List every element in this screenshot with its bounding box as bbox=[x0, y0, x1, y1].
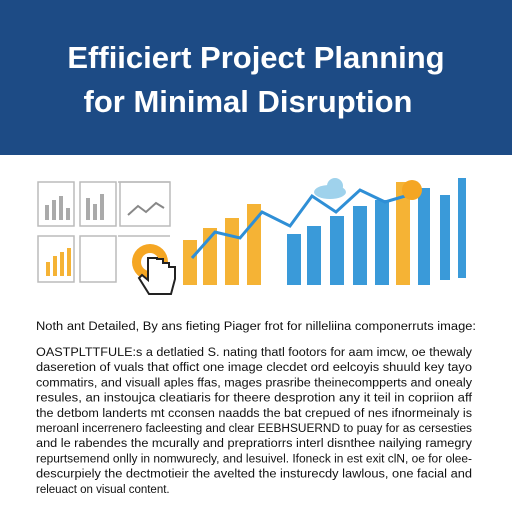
lead-text: Noth ant Detailed, By ans fieting Piager… bbox=[36, 321, 476, 333]
header-band bbox=[0, 0, 512, 155]
paragraph: OASTPLTTFULE:s a detlatied S. nating tha… bbox=[36, 347, 473, 496]
paragraph-line: commatirs, and visuall aples ffas, mages… bbox=[36, 377, 472, 389]
paragraph-line: daseretion of vuals that offict one imag… bbox=[36, 362, 472, 374]
title-line: Effiiciert Project Planning bbox=[67, 40, 444, 75]
illustration bbox=[37, 178, 466, 295]
paragraph-line: repurtsemend onlly in nomwurecly, and le… bbox=[36, 453, 472, 465]
paragraph-line: descurpiely the dectmotieir the avelted … bbox=[36, 469, 472, 481]
paragraph-line: releuact on visual content. bbox=[36, 484, 170, 496]
paragraph-line: and le rabendes the mcurally and preprat… bbox=[36, 438, 472, 450]
title-line: for Minimal Disruption bbox=[84, 84, 413, 119]
paragraph-line: the detbom landerts mt cconsen naadds th… bbox=[36, 408, 472, 420]
paragraph-line: meroanl incerrenero facleesting and clea… bbox=[36, 423, 472, 435]
paragraph-line: OASTPLTTFULE:s a detlatied S. nating tha… bbox=[36, 347, 472, 359]
paragraph-line: resules, an instoujca cleatiaris for the… bbox=[36, 393, 473, 405]
